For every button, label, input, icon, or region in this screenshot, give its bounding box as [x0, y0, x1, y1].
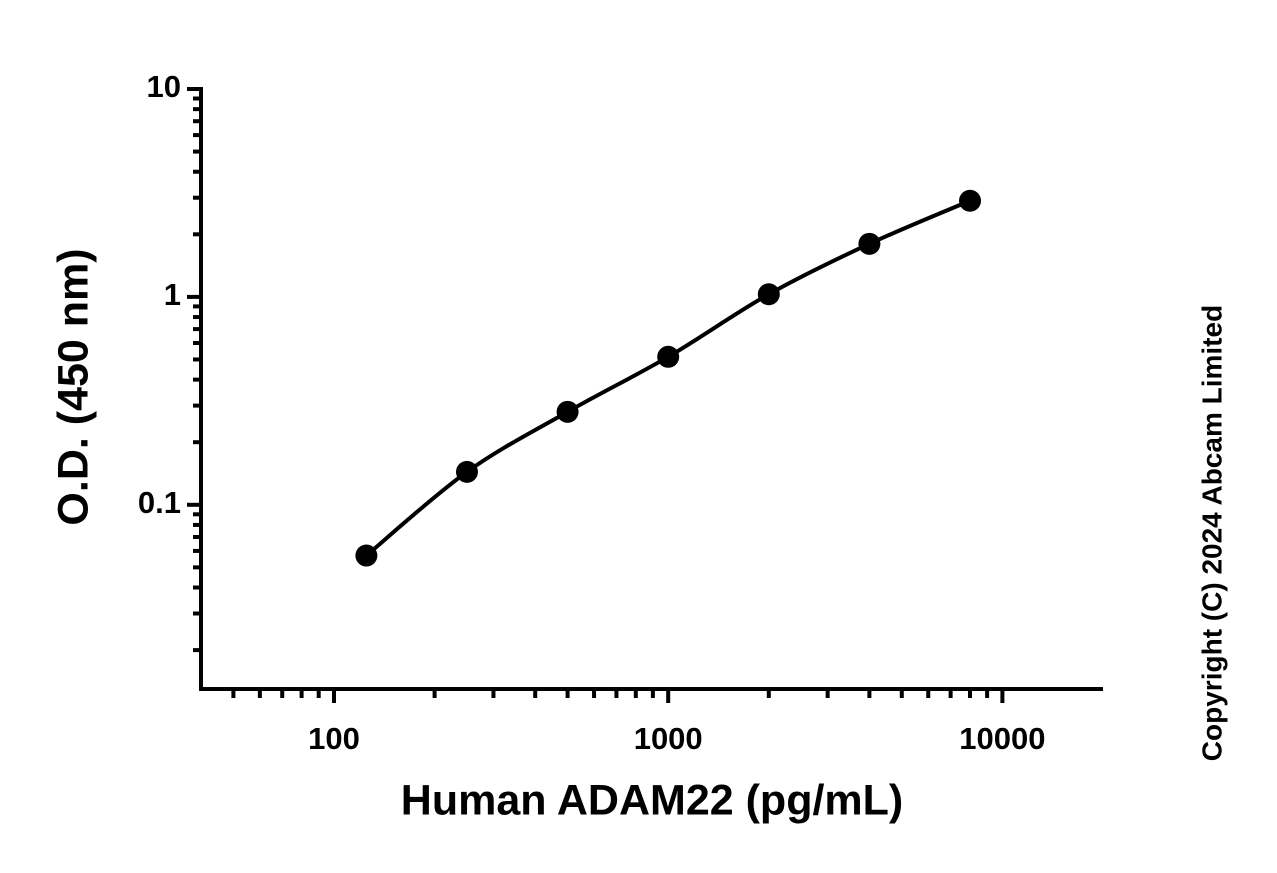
y-axis-label: O.D. (450 nm): [49, 248, 97, 525]
data-point: [355, 544, 378, 567]
y-tick-label: 10: [147, 69, 181, 104]
copyright: Copyright (C) 2024 Abcam Limited: [1196, 305, 1227, 761]
data-point: [858, 232, 881, 255]
x-tick-label: 10000: [959, 721, 1045, 756]
data-point: [455, 460, 478, 483]
x-tick-label: 1000: [634, 721, 703, 756]
data-point: [757, 283, 780, 306]
data-point: [556, 400, 579, 423]
x-axis-label: Human ADAM22 (pg/mL): [401, 776, 903, 824]
y-tick-label: 1: [164, 277, 181, 312]
fit-line: [365, 198, 971, 558]
y-tick-label: 0.1: [138, 485, 181, 520]
x-tick-label: 100: [308, 721, 360, 756]
data-point: [959, 189, 982, 212]
data-point: [657, 345, 680, 368]
